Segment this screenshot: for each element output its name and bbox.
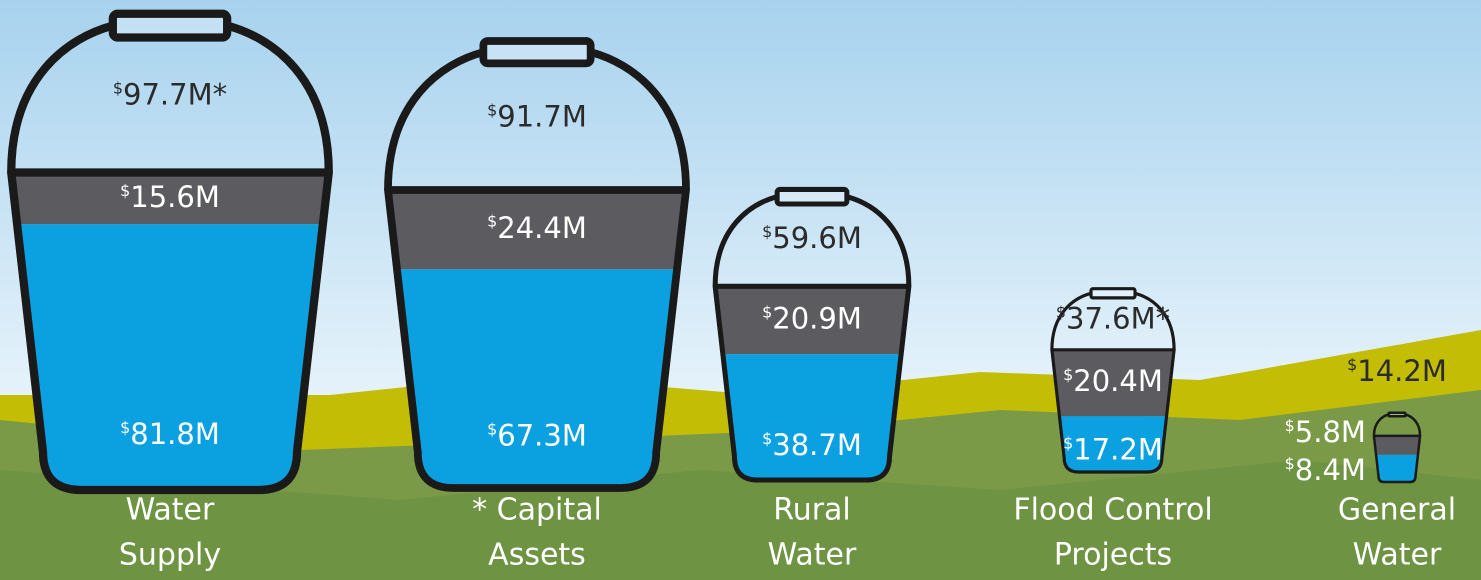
segment-label: $67.3M xyxy=(487,418,587,452)
hill-near xyxy=(0,460,1481,580)
fill-segment xyxy=(11,173,329,225)
category-label: Water xyxy=(126,493,215,528)
segment-label: $8.4M xyxy=(1285,453,1366,487)
fill-segment xyxy=(1373,435,1421,455)
bucket-grip xyxy=(479,37,595,68)
total-label: $97.7M* xyxy=(113,77,227,111)
category-label: Assets xyxy=(488,538,586,573)
fill-segment xyxy=(11,224,329,490)
segment-label: $81.8M xyxy=(120,417,220,451)
total-label: $59.6M xyxy=(762,221,862,255)
bucket-outline xyxy=(1372,434,1422,484)
segment-label: $24.4M xyxy=(487,211,587,245)
category-label: * Capital xyxy=(472,493,602,528)
fill-segment xyxy=(715,354,909,480)
segment-label: $38.7M xyxy=(762,428,862,462)
total-label: $14.2M xyxy=(1347,354,1447,388)
category-label: Flood Control xyxy=(1013,493,1212,528)
segment-label: $20.9M xyxy=(762,301,862,335)
segment-label: $5.8M xyxy=(1285,415,1366,449)
bucket-handle xyxy=(1050,291,1176,350)
category-label: Water xyxy=(1353,538,1442,573)
fill-segment xyxy=(1051,416,1175,472)
bucket-outline xyxy=(1050,348,1176,474)
fill-segment xyxy=(1373,454,1421,482)
fill-segment xyxy=(1051,349,1175,417)
fill-segment xyxy=(387,189,687,270)
category-label: Rural xyxy=(773,493,851,528)
bucket-grip xyxy=(1089,287,1137,300)
category-label: Supply xyxy=(119,538,221,573)
fill-segment xyxy=(387,269,687,488)
total-label: $91.7M xyxy=(487,100,587,134)
category-label: General xyxy=(1338,493,1456,528)
total-label: $37.6M* xyxy=(1056,302,1170,336)
bucket-handle xyxy=(384,48,690,190)
category-label: Projects xyxy=(1054,538,1172,573)
segment-label: $15.6M xyxy=(120,180,220,214)
category-label: Water xyxy=(768,538,857,573)
bucket-outline xyxy=(7,168,333,495)
fill-segment xyxy=(715,286,909,355)
bucket-handle xyxy=(712,194,912,287)
bucket-handle xyxy=(1372,413,1422,436)
bucket-grip xyxy=(108,9,232,42)
segment-label: $17.2M xyxy=(1063,432,1163,466)
bucket-handle xyxy=(7,21,333,173)
segment-label: $20.4M xyxy=(1063,364,1163,398)
bucket-outline xyxy=(384,186,690,492)
bucket-grip xyxy=(774,186,850,207)
bucket-grip xyxy=(1387,411,1407,418)
bucket-outline xyxy=(712,283,912,483)
